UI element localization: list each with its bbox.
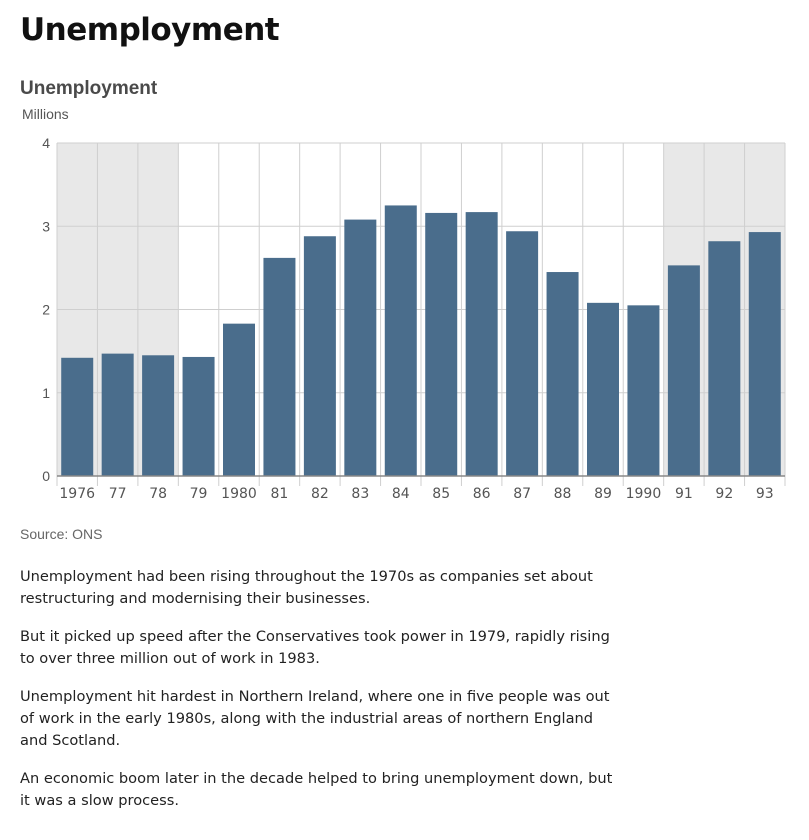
bar-1976 bbox=[61, 357, 94, 476]
x-tick-label: 78 bbox=[149, 486, 167, 502]
unemployment-bar-chart: 0 1 2 3 4 1976 77 78 79 1980 81 82 83 84 85 86 87 88 89 199… bbox=[42, 135, 786, 502]
bar-1990 bbox=[627, 305, 660, 476]
bar-93 bbox=[748, 232, 781, 476]
bar-79 bbox=[182, 356, 215, 476]
x-tick-label: 92 bbox=[715, 486, 733, 502]
x-tick-label: 82 bbox=[311, 486, 329, 502]
y-tick-label: 1 bbox=[42, 385, 50, 401]
article-paragraph: Unemployment had been rising throughout … bbox=[20, 568, 593, 607]
x-tick-label: 93 bbox=[756, 486, 774, 502]
x-tick-label: 88 bbox=[554, 486, 572, 502]
article-paragraph: Unemployment hit hardest in Northern Ire… bbox=[20, 688, 610, 749]
x-tick-label: 89 bbox=[594, 486, 612, 502]
y-tick-label: 4 bbox=[42, 135, 50, 151]
x-tick-label: 1976 bbox=[59, 486, 95, 502]
chart-source: Source: ONS bbox=[20, 526, 103, 542]
x-tick-label: 1980 bbox=[221, 486, 257, 502]
y-tick-label: 3 bbox=[42, 218, 50, 234]
y-tick-label: 2 bbox=[42, 302, 50, 318]
bar-1980 bbox=[223, 323, 255, 476]
x-tick-label: 1990 bbox=[626, 486, 662, 502]
article-body: Unemployment had been rising throughout … bbox=[20, 566, 620, 828]
x-tick-label: 87 bbox=[513, 486, 531, 502]
bar-87 bbox=[506, 231, 539, 476]
x-tick-label: 85 bbox=[432, 486, 450, 502]
bar-81 bbox=[263, 257, 296, 476]
x-tick-label: 84 bbox=[392, 486, 410, 502]
x-tick-label: 79 bbox=[190, 486, 208, 502]
bar-83 bbox=[344, 219, 377, 476]
bar-91 bbox=[667, 265, 700, 476]
x-tick-label: 91 bbox=[675, 486, 693, 502]
article-paragraph: But it picked up speed after the Conserv… bbox=[20, 628, 610, 667]
y-axis-unit-label: Millions bbox=[22, 106, 69, 122]
bar-88 bbox=[546, 272, 579, 476]
bar-82 bbox=[303, 236, 336, 476]
page-title: Unemployment bbox=[20, 12, 280, 48]
x-tick-label: 81 bbox=[271, 486, 289, 502]
bar-78 bbox=[142, 355, 175, 476]
bar-86 bbox=[465, 212, 498, 476]
article-paragraph: An economic boom later in the decade hel… bbox=[20, 770, 613, 809]
y-tick-label: 0 bbox=[42, 468, 50, 484]
x-tick-label: 77 bbox=[109, 486, 127, 502]
x-tick-label: 83 bbox=[351, 486, 369, 502]
chart-title: Unemployment bbox=[20, 78, 158, 99]
bar-92 bbox=[708, 241, 741, 476]
bar-89 bbox=[587, 302, 619, 476]
bar-77 bbox=[101, 353, 134, 476]
x-tick-label: 86 bbox=[473, 486, 491, 502]
bar-85 bbox=[425, 212, 458, 476]
bar-84 bbox=[384, 205, 417, 476]
